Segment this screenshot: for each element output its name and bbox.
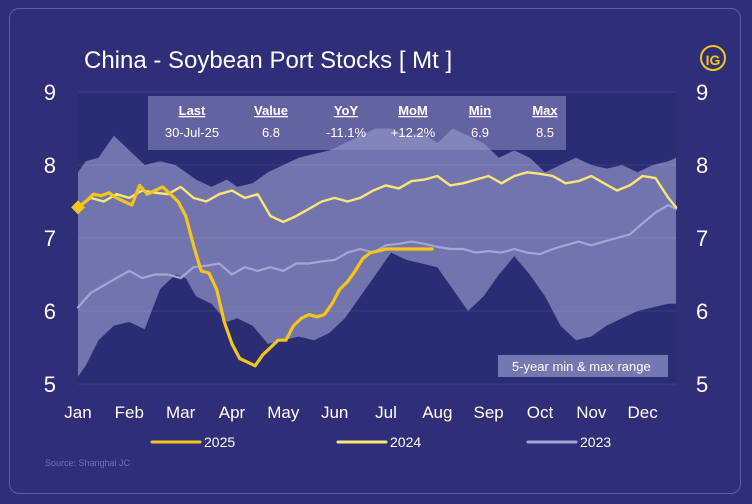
last-value-marker bbox=[71, 200, 85, 215]
stat-header-mom: MoM bbox=[398, 103, 428, 118]
x-tick-oct: Oct bbox=[527, 403, 554, 422]
stat-header-min: Min bbox=[469, 103, 491, 118]
stat-value-yoy: -11.1% bbox=[326, 125, 367, 140]
y-tick-left: 5 bbox=[44, 372, 56, 397]
chart-title: China - Soybean Port Stocks [ Mt ] bbox=[84, 47, 453, 74]
stat-header-yoy: YoY bbox=[334, 103, 359, 118]
x-tick-dec: Dec bbox=[628, 403, 659, 422]
stat-value-mom: +12.2% bbox=[391, 125, 436, 140]
stat-header-last: Last bbox=[179, 103, 206, 118]
y-tick-right: 9 bbox=[696, 80, 708, 105]
x-tick-feb: Feb bbox=[115, 403, 144, 422]
legend-label-2023: 2023 bbox=[580, 434, 611, 450]
axes: 5 5 6 6 7 7 8 8 9 9 Jan Feb Mar Apr May Jun Jul Aug Sep Oct… bbox=[44, 80, 709, 422]
stat-value-min: 6.9 bbox=[471, 125, 489, 140]
x-tick-sep: Sep bbox=[474, 403, 504, 422]
gridlines bbox=[78, 91, 676, 385]
y-tick-left: 8 bbox=[44, 153, 56, 178]
stats-panel bbox=[148, 96, 566, 150]
y-tick-left: 7 bbox=[44, 226, 56, 251]
stat-header-value: Value bbox=[254, 103, 288, 118]
stat-value-last: 30-Jul-25 bbox=[165, 125, 219, 140]
y-tick-right: 6 bbox=[696, 299, 708, 324]
stat-value-max: 8.5 bbox=[536, 125, 554, 140]
x-tick-mar: Mar bbox=[166, 403, 196, 422]
y-tick-right: 8 bbox=[696, 153, 708, 178]
y-tick-right: 5 bbox=[696, 372, 708, 397]
x-tick-nov: Nov bbox=[576, 403, 607, 422]
range-label: 5-year min & max range bbox=[498, 355, 668, 377]
series-line-2025 bbox=[76, 183, 434, 368]
series-lines bbox=[71, 171, 678, 368]
y-tick-right: 7 bbox=[696, 226, 708, 251]
ig-logo: IG bbox=[700, 45, 726, 71]
legend: 2025 2024 2023 bbox=[150, 434, 611, 450]
stat-value-value: 6.8 bbox=[262, 125, 280, 140]
y-tick-left: 6 bbox=[44, 299, 56, 324]
series-line-2023 bbox=[76, 204, 678, 309]
y-tick-left: 9 bbox=[44, 80, 56, 105]
x-tick-may: May bbox=[267, 403, 300, 422]
x-tick-aug: Aug bbox=[422, 403, 452, 422]
series-line-2024 bbox=[76, 171, 678, 224]
legend-label-2025: 2025 bbox=[204, 434, 235, 450]
x-tick-apr: Apr bbox=[219, 403, 246, 422]
x-tick-jul: Jul bbox=[375, 403, 397, 422]
range-label-bg bbox=[498, 355, 668, 377]
stat-header-max: Max bbox=[532, 103, 558, 118]
range-label-text: 5-year min & max range bbox=[512, 359, 651, 374]
x-tick-jun: Jun bbox=[321, 403, 348, 422]
x-tick-jan: Jan bbox=[64, 403, 91, 422]
legend-label-2024: 2024 bbox=[390, 434, 421, 450]
source-note: Source: Shanghai JC bbox=[45, 458, 131, 468]
stats-table: Last Value YoY MoM Min Max 30-Jul-25 6.8 -11.1% +… bbox=[148, 96, 566, 150]
